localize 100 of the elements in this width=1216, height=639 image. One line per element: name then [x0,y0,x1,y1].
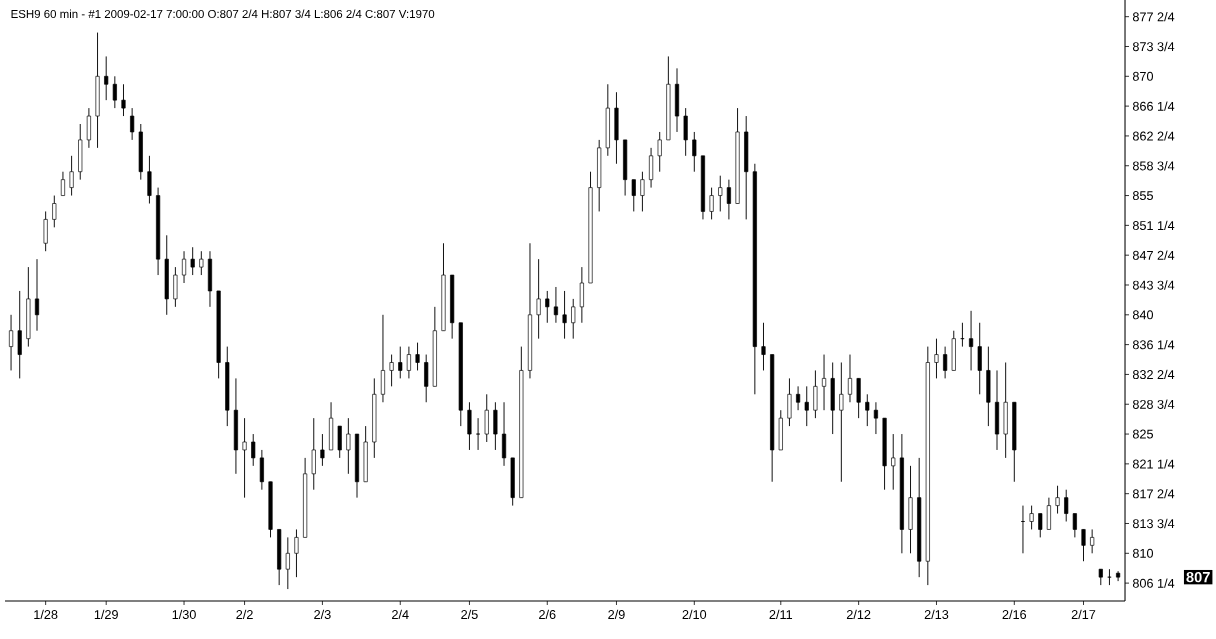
candlestick [553,286,558,324]
candlestick [501,401,507,467]
candlestick [476,417,481,451]
candlestick [1090,528,1095,554]
candlestick [856,377,861,419]
x-tick-label: 2/5 [461,609,478,620]
candlestick [1038,513,1043,538]
candlestick [398,346,403,379]
y-tick-label: 817 2/4 [1132,489,1175,499]
y-tick-label: 843 3/4 [1132,280,1175,290]
x-tick-label: 2/9 [608,609,625,620]
text: ESH9 60 min - #1 2009-02-17 7:00:00 O:807 2/4 H:807 3/4 L:806 2/4 C:807 V:1970 [11,9,435,18]
y-tick-label: 832 2/4 [1132,369,1175,380]
x-tick-label: 2/2 [236,609,253,620]
y-tick-label: 851 1/4 [1132,220,1175,231]
y-tick-label: 877 2/4 [1132,12,1175,22]
candlestick [311,417,316,491]
candlestick [839,362,844,483]
candlestick [130,107,135,141]
candlestick [873,401,878,435]
x-tick-label: 2/16 [1002,609,1027,620]
candlestick [112,75,117,109]
y-tick-label: 840 [1132,310,1154,320]
candlestick [389,354,394,387]
candlestick [34,258,40,332]
candlestick [346,417,351,475]
candlestick [1064,489,1069,522]
candlestick [242,417,247,499]
x-tick-label: 2/3 [314,609,331,620]
candlestick [1055,485,1060,515]
candlestick [259,449,264,491]
candlestick [891,433,896,491]
candlestick [943,346,948,379]
y-tick-label: 866 1/4 [1132,101,1175,111]
candlestick [17,290,22,379]
candlestick [493,401,498,451]
y-tick-label: 870 [1132,71,1154,81]
candlestick [147,155,152,204]
y-tick-label: 862 2/4 [1132,131,1175,141]
candlestick [52,195,57,228]
candlestick [294,528,299,578]
candlestick [562,290,567,340]
y-tick-label: 836 1/4 [1132,339,1175,350]
candlestick [545,290,550,324]
candlestick [285,536,290,590]
x-tick-label: 1/29 [94,609,118,620]
x-tick-label: 1/28 [34,609,58,620]
candlestick [821,354,827,411]
candlestick [8,314,14,371]
candlestick [190,246,195,276]
candlestick [69,155,74,197]
candlestick [121,83,126,117]
candlestick [579,266,584,324]
candlestick [1046,497,1051,530]
candlestick [804,385,809,427]
candlestick [424,354,429,403]
candlestick [415,342,420,371]
candlestick [865,393,870,427]
candlestick [1029,505,1034,530]
candlestick [571,298,576,340]
candlestick [631,179,636,212]
candlestick [813,369,818,419]
candlestick [683,107,688,157]
candlestick [709,187,714,220]
x-tick-label: 2/12 [846,609,871,620]
y-tick-label: 813 3/4 [1132,518,1175,529]
y-tick-label: 855 [1132,191,1153,201]
candlestick [1072,513,1077,538]
y-tick-label: 873 3/4 [1132,41,1175,52]
candlestick [181,250,187,284]
candlestick [536,258,541,340]
y-tick-label: 810 [1132,548,1154,558]
candlestick [467,401,472,451]
x-tick-label: 2/13 [924,609,949,620]
candlestick [60,171,66,197]
candlestick [173,266,178,308]
y-tick-label: 858 3/4 [1132,161,1175,171]
x-tick-label: 2/17 [1071,609,1096,620]
candlestick [406,346,411,379]
candlestick [86,107,91,149]
y-tick-label: 825 [1132,429,1153,439]
x-tick-label: 2/6 [539,609,556,620]
candlestick [648,147,654,189]
x-tick-label: 2/11 [769,609,793,620]
y-tick-label: 828 3/4 [1132,399,1175,409]
candlestick [640,171,645,212]
y-tick-label: 806 1/4 [1132,578,1175,588]
x-tick-label: 2/4 [392,609,409,620]
candlestick [761,322,766,371]
candlestick [199,250,204,276]
candlestick [337,425,342,459]
candlestick [692,131,697,173]
candlestick [934,338,939,379]
y-tick-label: 847 2/4 [1132,250,1175,260]
candlestick [847,354,853,403]
candlestick [1081,528,1086,562]
text: 807 [1186,571,1210,583]
candlestick [320,433,325,467]
x-tick-label: 1/30 [172,609,196,620]
candlestick [969,310,974,371]
